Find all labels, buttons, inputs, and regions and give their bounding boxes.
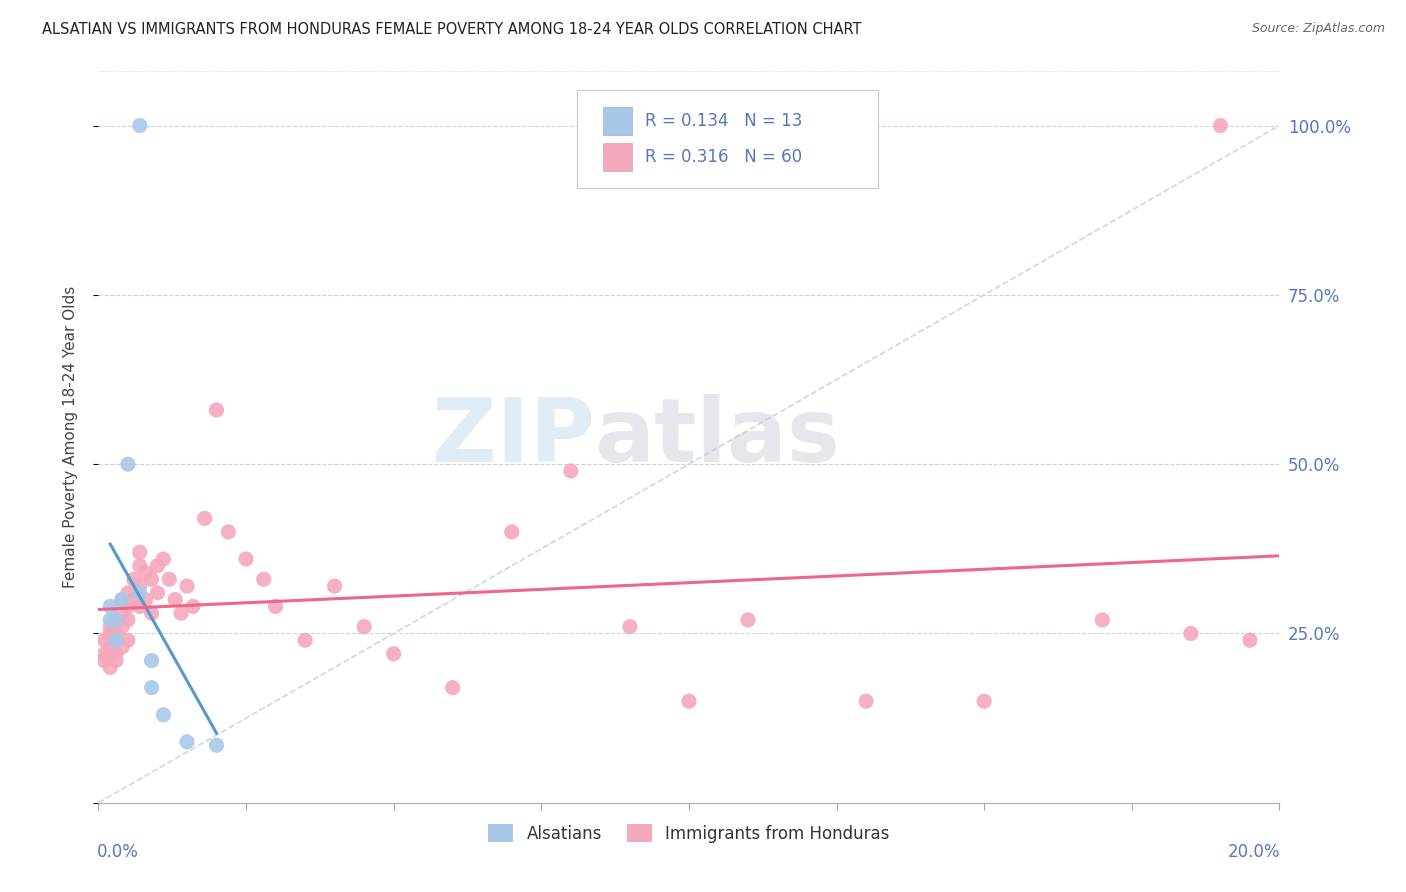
Point: [619, 620, 641, 634]
Text: Source: ZipAtlas.com: Source: ZipAtlas.com: [1251, 22, 1385, 36]
Point: [105, 626, 128, 640]
Point: [111, 606, 134, 620]
Point: [205, 403, 228, 417]
Text: R = 0.316   N = 60: R = 0.316 N = 60: [645, 148, 803, 166]
Point: [128, 599, 150, 614]
Point: [117, 633, 139, 648]
Point: [135, 566, 157, 580]
Point: [105, 613, 128, 627]
Point: [111, 592, 134, 607]
Point: [141, 654, 163, 668]
Point: [117, 599, 139, 614]
Point: [165, 592, 187, 607]
Text: 20.0%: 20.0%: [1229, 843, 1281, 861]
Point: [294, 633, 316, 648]
Point: [353, 620, 375, 634]
Point: [105, 647, 128, 661]
Text: atlas: atlas: [595, 393, 841, 481]
Point: [1180, 626, 1202, 640]
Point: [98, 626, 121, 640]
Point: [117, 586, 139, 600]
Point: [205, 738, 228, 752]
Point: [170, 606, 193, 620]
Y-axis label: Female Poverty Among 18-24 Year Olds: Female Poverty Among 18-24 Year Olds: [63, 286, 77, 588]
Text: ALSATIAN VS IMMIGRANTS FROM HONDURAS FEMALE POVERTY AMONG 18-24 YEAR OLDS CORREL: ALSATIAN VS IMMIGRANTS FROM HONDURAS FEM…: [42, 22, 862, 37]
Point: [122, 592, 145, 607]
Point: [128, 558, 150, 573]
Point: [441, 681, 464, 695]
Point: [194, 511, 217, 525]
Point: [1209, 119, 1232, 133]
Point: [98, 640, 121, 654]
Point: [117, 457, 139, 471]
Point: [235, 552, 257, 566]
FancyBboxPatch shape: [603, 107, 633, 135]
FancyBboxPatch shape: [576, 90, 877, 188]
Point: [122, 572, 145, 586]
Point: [253, 572, 276, 586]
FancyBboxPatch shape: [603, 143, 633, 171]
Point: [111, 592, 134, 607]
Point: [382, 647, 405, 661]
Point: [1091, 613, 1114, 627]
Point: [501, 524, 523, 539]
Point: [128, 586, 150, 600]
Point: [678, 694, 700, 708]
Point: [98, 660, 121, 674]
Point: [111, 640, 134, 654]
Point: [105, 633, 128, 648]
Point: [176, 735, 198, 749]
Point: [152, 552, 174, 566]
Point: [181, 599, 204, 614]
Legend: Alsatians, Immigrants from Honduras: Alsatians, Immigrants from Honduras: [482, 818, 896, 849]
Point: [105, 613, 128, 627]
Point: [157, 572, 180, 586]
Text: R = 0.134   N = 13: R = 0.134 N = 13: [645, 112, 803, 130]
Point: [973, 694, 995, 708]
Point: [264, 599, 287, 614]
Point: [93, 633, 115, 648]
Point: [135, 592, 157, 607]
Point: [737, 613, 759, 627]
Point: [1239, 633, 1261, 648]
Point: [128, 119, 150, 133]
Point: [128, 545, 150, 559]
Point: [117, 613, 139, 627]
Point: [217, 524, 239, 539]
Point: [146, 558, 169, 573]
Text: ZIP: ZIP: [432, 393, 595, 481]
Point: [98, 599, 121, 614]
Point: [105, 633, 128, 648]
Point: [105, 654, 128, 668]
Point: [141, 606, 163, 620]
Point: [128, 579, 150, 593]
Text: 0.0%: 0.0%: [97, 843, 139, 861]
Point: [176, 579, 198, 593]
Point: [152, 707, 174, 722]
Point: [855, 694, 877, 708]
Point: [141, 572, 163, 586]
Point: [560, 464, 582, 478]
Point: [93, 654, 115, 668]
Point: [323, 579, 346, 593]
Point: [98, 620, 121, 634]
Point: [98, 613, 121, 627]
Point: [141, 681, 163, 695]
Point: [146, 586, 169, 600]
Point: [93, 647, 115, 661]
Point: [111, 620, 134, 634]
